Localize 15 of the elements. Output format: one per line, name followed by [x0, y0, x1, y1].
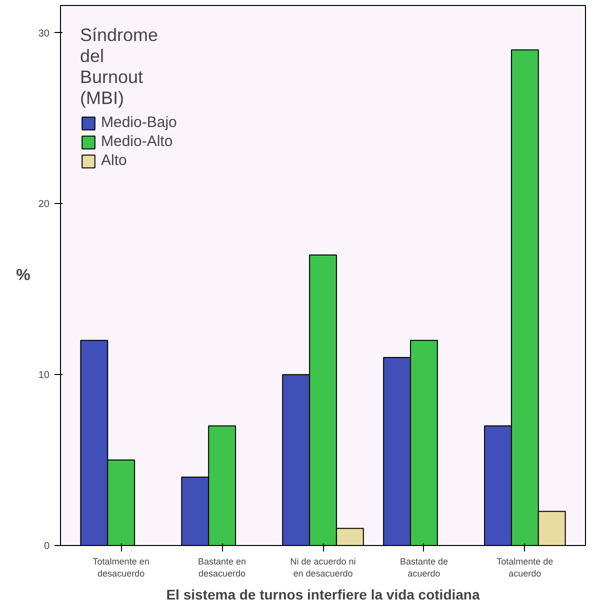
legend-label: Alto	[101, 152, 127, 169]
x-tick-label: Bastante de acuerdo	[400, 556, 448, 578]
x-axis-title: El sistema de turnos interfiere la vida cotidiana	[166, 586, 480, 602]
x-tick-label: Totalmente en desacuerdo	[92, 556, 150, 578]
legend-label: Medio-Bajo	[101, 114, 177, 131]
y-axis-title: %	[16, 267, 30, 284]
x-tick-label: Ni de acuerdo ni en desacuerdo	[290, 556, 356, 578]
y-tick-label: 0	[44, 541, 50, 552]
legend-title: Síndrome del Burnout (MBI)	[80, 25, 160, 109]
y-tick-label: 10	[38, 370, 50, 382]
x-tick-label: Bastante en desacuerdo	[198, 556, 246, 578]
x-tick-label: Totalmente de acuerdo	[496, 556, 554, 578]
y-tick-label: 30	[38, 28, 50, 40]
y-tick-label: 20	[38, 199, 50, 210]
legend-label: Medio-Alto	[101, 133, 173, 150]
